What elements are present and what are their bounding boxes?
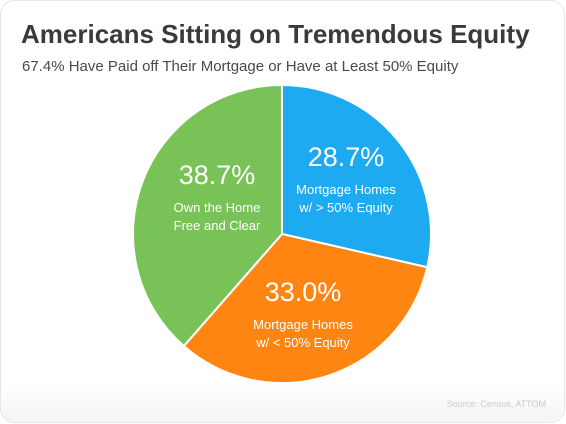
pie-slice (182, 232, 429, 384)
slice-value-label: 33.0% (265, 277, 342, 307)
pie-slice (281, 83, 432, 269)
slice-category-label: Own the Home (174, 200, 261, 215)
slice-value-label: 38.7% (179, 160, 256, 190)
slice-value-label: 28.7% (308, 142, 385, 172)
slice-category-label: w/ > 50% Equity (298, 200, 393, 215)
chart-subtitle: 67.4% Have Paid off Their Mortgage or Ha… (22, 58, 459, 75)
slice-category-label: Free and Clear (174, 218, 261, 233)
pie-slice (132, 83, 283, 348)
source-note: Source: Census, ATTOM (446, 399, 546, 409)
slice-category-label: Mortgage Homes (253, 317, 353, 332)
slice-category-label: w/ < 50% Equity (255, 335, 350, 350)
slice-category-label: Mortgage Homes (296, 182, 396, 197)
chart-title: Americans Sitting on Tremendous Equity (21, 19, 530, 49)
